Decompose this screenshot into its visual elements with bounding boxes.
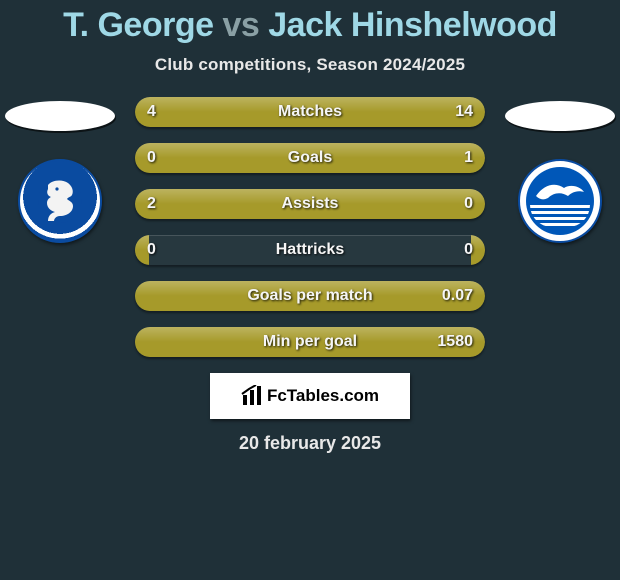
title-player1: T. George	[63, 6, 213, 44]
stat-value-right: 1580	[437, 327, 473, 357]
stat-label: Goals per match	[135, 281, 485, 311]
subtitle: Club competitions, Season 2024/2025	[0, 55, 620, 75]
stat-value-left: 4	[147, 97, 156, 127]
stat-value-left: 0	[147, 235, 156, 265]
stat-row: Hattricks0 0	[135, 235, 485, 265]
footer-date: 20 february 2025	[0, 433, 620, 454]
stat-value-right: 0.07	[442, 281, 473, 311]
brighton-gull-icon	[534, 178, 586, 208]
stat-value-left: 0	[147, 143, 156, 173]
team-left-col	[0, 97, 120, 243]
stat-value-right: 1	[464, 143, 473, 173]
stat-value-right: 14	[455, 97, 473, 127]
stat-bars: Matches414Goals01Assists20Hattricks00Goa…	[135, 97, 485, 373]
stat-row: Assists2 0	[135, 189, 485, 219]
chelsea-lion-icon	[40, 179, 80, 223]
stat-value-right: 0	[464, 235, 473, 265]
comparison-area: Matches414Goals01Assists20Hattricks00Goa…	[0, 97, 620, 367]
fctables-logo-icon	[241, 385, 263, 407]
team-right-col	[500, 97, 620, 243]
stat-label: Min per goal	[135, 327, 485, 357]
fctables-label: FcTables.com	[267, 386, 379, 406]
stat-value-right: 0	[464, 189, 473, 219]
stat-row: Matches4 14	[135, 97, 485, 127]
title-vs: vs	[222, 6, 259, 44]
crest-brighton	[518, 159, 602, 243]
fctables-badge: FcTables.com	[210, 373, 410, 419]
stat-value-left: 2	[147, 189, 156, 219]
crest-chelsea	[18, 159, 102, 243]
stat-label: Matches	[135, 97, 485, 127]
stat-label: Goals	[135, 143, 485, 173]
stat-label: Assists	[135, 189, 485, 219]
stat-row: Goals0 1	[135, 143, 485, 173]
flag-right	[505, 101, 615, 131]
page-title: T. George vs Jack Hinshelwood	[0, 0, 620, 45]
stat-label: Hattricks	[135, 235, 485, 265]
title-player2: Jack Hinshelwood	[268, 6, 557, 44]
stat-row: Min per goal1580	[135, 327, 485, 357]
stat-row: Goals per match0.07	[135, 281, 485, 311]
flag-left	[5, 101, 115, 131]
